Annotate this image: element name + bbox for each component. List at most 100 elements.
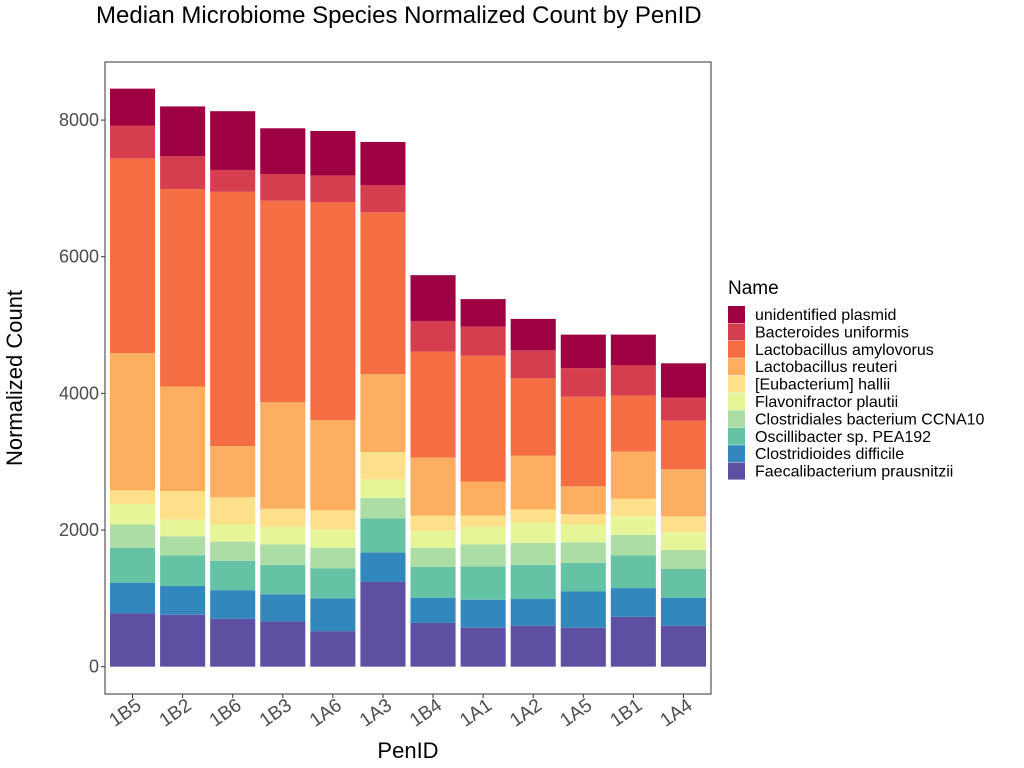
plot-panel-border bbox=[104, 61, 712, 695]
legend-label-8: Bacteroides uniformis bbox=[755, 324, 909, 341]
bar-segment-1A6-2 bbox=[310, 568, 356, 599]
y-tick-label: 2000 bbox=[59, 520, 99, 540]
bar-segment-1A5-4 bbox=[560, 524, 606, 543]
bar-segment-1A3-9 bbox=[360, 141, 406, 185]
bar-segment-1A3-8 bbox=[360, 184, 406, 213]
legend-title: Name bbox=[728, 278, 779, 299]
bar-segment-1B4-9 bbox=[410, 275, 456, 321]
legend-swatch-2 bbox=[728, 427, 745, 445]
y-tick-label: 0 bbox=[89, 657, 99, 677]
bar-segment-1B3-8 bbox=[260, 174, 306, 201]
bar-segment-1B3-2 bbox=[260, 564, 306, 595]
legend-label-6: Lactobacillus reuteri bbox=[755, 359, 897, 376]
bar-segment-1A2-4 bbox=[510, 522, 556, 544]
x-tick-label-1A6: 1A6 bbox=[306, 695, 346, 732]
chart-title: Median Microbiome Species Normalized Cou… bbox=[96, 2, 702, 29]
legend-label-9: unidentified plasmid bbox=[755, 307, 896, 324]
bar-segment-1A4-6 bbox=[660, 469, 706, 517]
bar-segment-1B1-6 bbox=[610, 451, 656, 499]
bar-segment-1A2-6 bbox=[510, 455, 556, 510]
bar-segment-1A4-2 bbox=[660, 568, 706, 598]
bar-segment-1B3-7 bbox=[260, 200, 306, 403]
bar-segment-1B1-5 bbox=[610, 498, 656, 517]
bar-segment-1A4-8 bbox=[660, 397, 706, 421]
bar-segment-1A1-1 bbox=[460, 599, 506, 628]
bar-segment-1A5-9 bbox=[560, 334, 606, 369]
bar-segment-1B3-5 bbox=[260, 508, 306, 527]
x-tick-label-1B3: 1B3 bbox=[256, 695, 296, 732]
x-tick-label-1B2: 1B2 bbox=[156, 695, 196, 732]
legend-label-1: Clostridioides difficile bbox=[755, 446, 904, 463]
bar-segment-1A5-5 bbox=[560, 514, 606, 525]
bar-segment-1A1-0 bbox=[460, 627, 506, 667]
bar-segment-1B4-4 bbox=[410, 530, 456, 548]
bar-segment-1A2-7 bbox=[510, 378, 556, 456]
bar-segment-1A2-5 bbox=[510, 509, 556, 523]
bar-segment-1A4-9 bbox=[660, 363, 706, 398]
legend-label-4: Flavonifractor plautii bbox=[755, 394, 898, 411]
bar-segment-1A6-7 bbox=[310, 202, 356, 421]
y-tick-label: 6000 bbox=[59, 247, 99, 267]
bar-segment-1B6-1 bbox=[210, 590, 256, 619]
bar-segment-1A4-1 bbox=[660, 597, 706, 626]
bar-segment-1B5-4 bbox=[110, 504, 156, 525]
bar-segment-1B2-5 bbox=[160, 491, 206, 520]
bar-segment-1A4-4 bbox=[660, 532, 706, 550]
bar-segment-1B6-0 bbox=[210, 618, 256, 667]
bar-segment-1B6-7 bbox=[210, 191, 256, 446]
bar-segment-1B6-9 bbox=[210, 111, 256, 170]
bar-segment-1A4-0 bbox=[660, 625, 706, 667]
bar-segment-1A5-6 bbox=[560, 486, 606, 515]
bar-segment-1B3-4 bbox=[260, 526, 306, 545]
legend-label-5: [Eubacterium] hallii bbox=[755, 377, 890, 394]
bar-segment-1B4-3 bbox=[410, 547, 456, 567]
bar-segment-1B5-9 bbox=[110, 88, 156, 126]
x-tick-label-1B1: 1B1 bbox=[607, 695, 647, 732]
bar-segment-1A2-8 bbox=[510, 350, 556, 379]
bar-segment-1A6-3 bbox=[310, 547, 356, 569]
legend-swatch-3 bbox=[728, 410, 745, 428]
y-tick-label: 4000 bbox=[59, 383, 99, 403]
x-tick-label-1B6: 1B6 bbox=[206, 695, 246, 732]
bar-segment-1A6-4 bbox=[310, 529, 356, 548]
bar-segment-1B6-2 bbox=[210, 560, 256, 591]
x-tick-label-1A3: 1A3 bbox=[356, 695, 396, 732]
bar-segment-1B4-6 bbox=[410, 457, 456, 516]
bar-segment-1B6-8 bbox=[210, 169, 256, 192]
x-axis-title: PenID bbox=[377, 738, 438, 763]
bar-segment-1B5-3 bbox=[110, 524, 156, 548]
x-tick-label-1B5: 1B5 bbox=[106, 695, 146, 732]
y-axis-title: Normalized Count bbox=[2, 290, 27, 466]
bar-segment-1A6-0 bbox=[310, 631, 356, 667]
bar-segment-1B2-9 bbox=[160, 106, 206, 157]
bar-segment-1B3-3 bbox=[260, 544, 306, 565]
legend-label-2: Oscillibacter sp. PEA192 bbox=[755, 429, 931, 446]
bar-segment-1B1-7 bbox=[610, 395, 656, 452]
bar-segment-1B2-3 bbox=[160, 536, 206, 556]
bar-segment-1A4-7 bbox=[660, 420, 706, 470]
bar-segment-1B6-5 bbox=[210, 497, 256, 525]
bar-segment-1A2-0 bbox=[510, 625, 556, 667]
y-axis: 0 2000 4000 6000 8000 bbox=[59, 110, 105, 677]
legend-swatch-8 bbox=[728, 323, 745, 341]
bar-segment-1B1-2 bbox=[610, 555, 656, 589]
legend-swatch-5 bbox=[728, 375, 745, 393]
bar-segment-1A3-1 bbox=[360, 552, 406, 582]
bar-segment-1A3-6 bbox=[360, 374, 406, 453]
bar-segment-1A6-5 bbox=[310, 510, 356, 530]
bar-segment-1A6-8 bbox=[310, 175, 356, 203]
bar-segment-1A5-2 bbox=[560, 562, 606, 592]
bar-segment-1A1-6 bbox=[460, 481, 506, 516]
bar-segment-1B5-7 bbox=[110, 158, 156, 354]
bar-segment-1A6-6 bbox=[310, 420, 356, 511]
bar-segment-1B3-6 bbox=[260, 402, 306, 509]
y-tick-label: 8000 bbox=[59, 110, 99, 130]
bar-segment-1A1-4 bbox=[460, 526, 506, 545]
legend-swatch-0 bbox=[728, 462, 745, 480]
x-tick-label-1B4: 1B4 bbox=[406, 695, 446, 732]
bar-segment-1B1-4 bbox=[610, 516, 656, 535]
x-tick-label-1A2: 1A2 bbox=[506, 695, 546, 732]
bar-segment-1B4-8 bbox=[410, 320, 456, 352]
